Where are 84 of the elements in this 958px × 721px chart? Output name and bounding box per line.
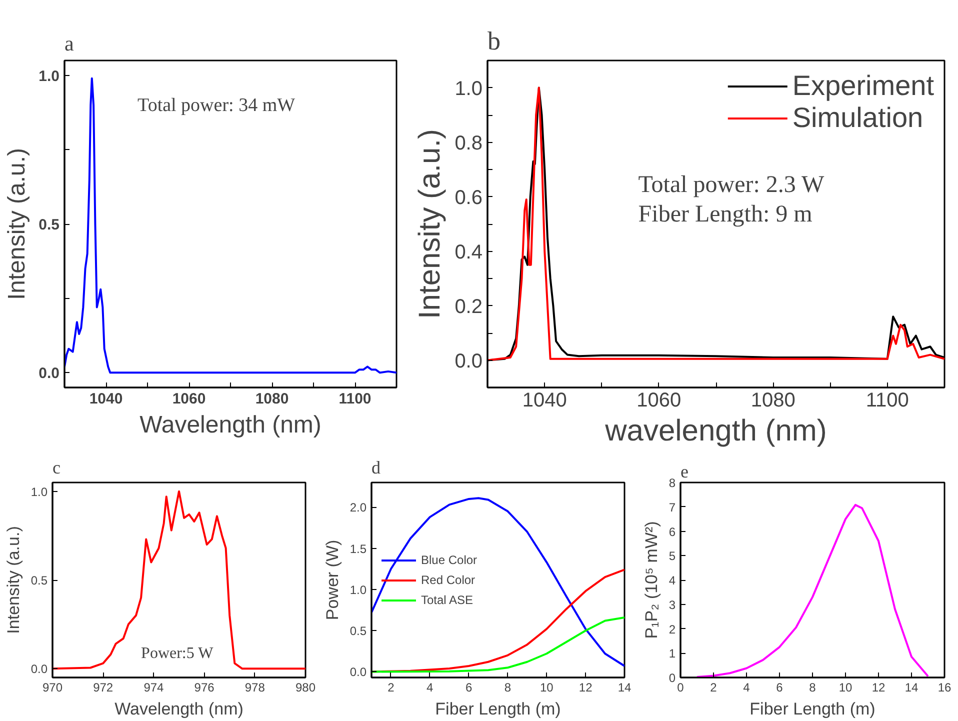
y-tick-label: 6 xyxy=(668,524,676,539)
legend-label: Total ASE xyxy=(421,592,474,606)
x-tick-label: 980 xyxy=(295,680,316,694)
y-tick-label: 0.0 xyxy=(350,665,367,680)
x-tick-label: 1040 xyxy=(89,390,123,408)
y-tick-label: 7 xyxy=(668,500,676,514)
x-tick-label: 14 xyxy=(618,680,632,694)
y-tick-label: 0.8 xyxy=(454,132,483,154)
annotation: Total power: 2.3 W xyxy=(638,172,824,198)
x-tick-label: 12 xyxy=(872,680,886,694)
y-tick-label: 1.0 xyxy=(30,484,48,499)
y-axis-title: Intensity (a.u.) xyxy=(4,526,23,634)
x-tick-label: 0 xyxy=(677,680,684,694)
x-tick-label: 8 xyxy=(809,680,816,694)
x-tick-label: 6 xyxy=(776,680,784,694)
annotation: Fiber Length: 9 m xyxy=(638,201,813,228)
y-tick-label: 0.0 xyxy=(30,662,48,676)
legend-label: Experiment xyxy=(792,70,934,102)
x-tick-label: 978 xyxy=(244,680,266,694)
chart-title: b xyxy=(488,26,500,56)
y-tick-label: 8 xyxy=(668,476,676,490)
line-series xyxy=(372,616,624,673)
y-axis-title: P₁P₂ (10⁵ mW²) xyxy=(642,521,661,639)
legend-label: Blue Color xyxy=(421,552,478,566)
y-axis-title: Intensity (a.u.) xyxy=(4,148,31,300)
x-axis-title: Fiber Length (m) xyxy=(435,700,561,718)
x-tick-label: 8 xyxy=(504,680,512,694)
y-tick-label: 0.5 xyxy=(30,574,48,588)
x-tick-label: 970 xyxy=(42,680,63,694)
x-tick-label: 1060 xyxy=(172,390,206,408)
y-tick-label: 3 xyxy=(668,598,676,612)
x-tick-label: 1040 xyxy=(522,390,567,412)
x-tick-label: 12 xyxy=(578,680,593,694)
x-axis-title: wavelength (nm) xyxy=(604,414,827,448)
x-tick-label: 10 xyxy=(838,680,852,694)
chart-title: a xyxy=(64,32,74,56)
line-series xyxy=(52,490,306,670)
x-tick-label: 974 xyxy=(144,680,164,694)
annotation: Total power: 34 mW xyxy=(138,95,296,116)
chart-title: c xyxy=(52,458,60,478)
chart-title: d xyxy=(372,458,380,478)
x-axis-title: Wavelength (nm) xyxy=(140,412,322,438)
x-tick-label: 2 xyxy=(710,680,718,694)
x-axis-title: Fiber Length (m) xyxy=(750,700,876,718)
y-axis-title: Intensity (a.u.) xyxy=(414,128,447,320)
y-tick-label: 0.5 xyxy=(350,624,367,638)
x-tick-label: 4 xyxy=(426,680,434,694)
y-tick-label: 0.2 xyxy=(454,296,483,318)
y-tick-label: 1 xyxy=(668,646,676,661)
y-tick-label: 1.0 xyxy=(350,582,367,597)
y-axis-title: Power (W) xyxy=(322,540,342,620)
chart-title: e xyxy=(680,462,688,482)
annotation: Power:5 W xyxy=(141,644,214,662)
x-tick-label: 14 xyxy=(904,680,918,694)
y-tick-label: 0.0 xyxy=(38,365,60,382)
x-tick-label: 1100 xyxy=(866,390,909,412)
x-tick-label: 972 xyxy=(93,680,114,694)
y-tick-label: 1.5 xyxy=(350,542,367,556)
legend-label: Simulation xyxy=(792,102,924,134)
x-tick-label: 1080 xyxy=(750,390,796,412)
y-tick-label: 0.5 xyxy=(38,216,60,234)
x-tick-label: 16 xyxy=(938,680,952,694)
x-tick-label: 4 xyxy=(743,680,750,694)
x-axis-title: Wavelength (nm) xyxy=(114,700,244,718)
x-tick-label: 2 xyxy=(388,680,395,694)
x-tick-label: 1100 xyxy=(338,390,372,408)
x-tick-label: 1080 xyxy=(255,390,289,408)
x-tick-label: 1060 xyxy=(636,390,682,412)
y-tick-label: 5 xyxy=(668,549,676,564)
y-tick-label: 0.6 xyxy=(454,186,483,209)
y-tick-label: 2 xyxy=(668,622,676,636)
y-tick-label: 1.0 xyxy=(454,78,483,100)
y-tick-label: 0.4 xyxy=(454,241,483,264)
x-tick-label: 976 xyxy=(194,680,215,694)
y-tick-label: 2.0 xyxy=(350,500,367,515)
legend-label: Red Color xyxy=(421,572,476,586)
y-tick-label: 0 xyxy=(668,671,676,685)
x-tick-label: 10 xyxy=(540,680,554,694)
line-series xyxy=(372,497,624,667)
y-tick-label: 4 xyxy=(668,574,676,588)
y-tick-label: 0.0 xyxy=(454,350,483,372)
line-series xyxy=(696,504,929,678)
y-tick-label: 1.0 xyxy=(38,68,60,85)
line-series xyxy=(64,77,396,374)
